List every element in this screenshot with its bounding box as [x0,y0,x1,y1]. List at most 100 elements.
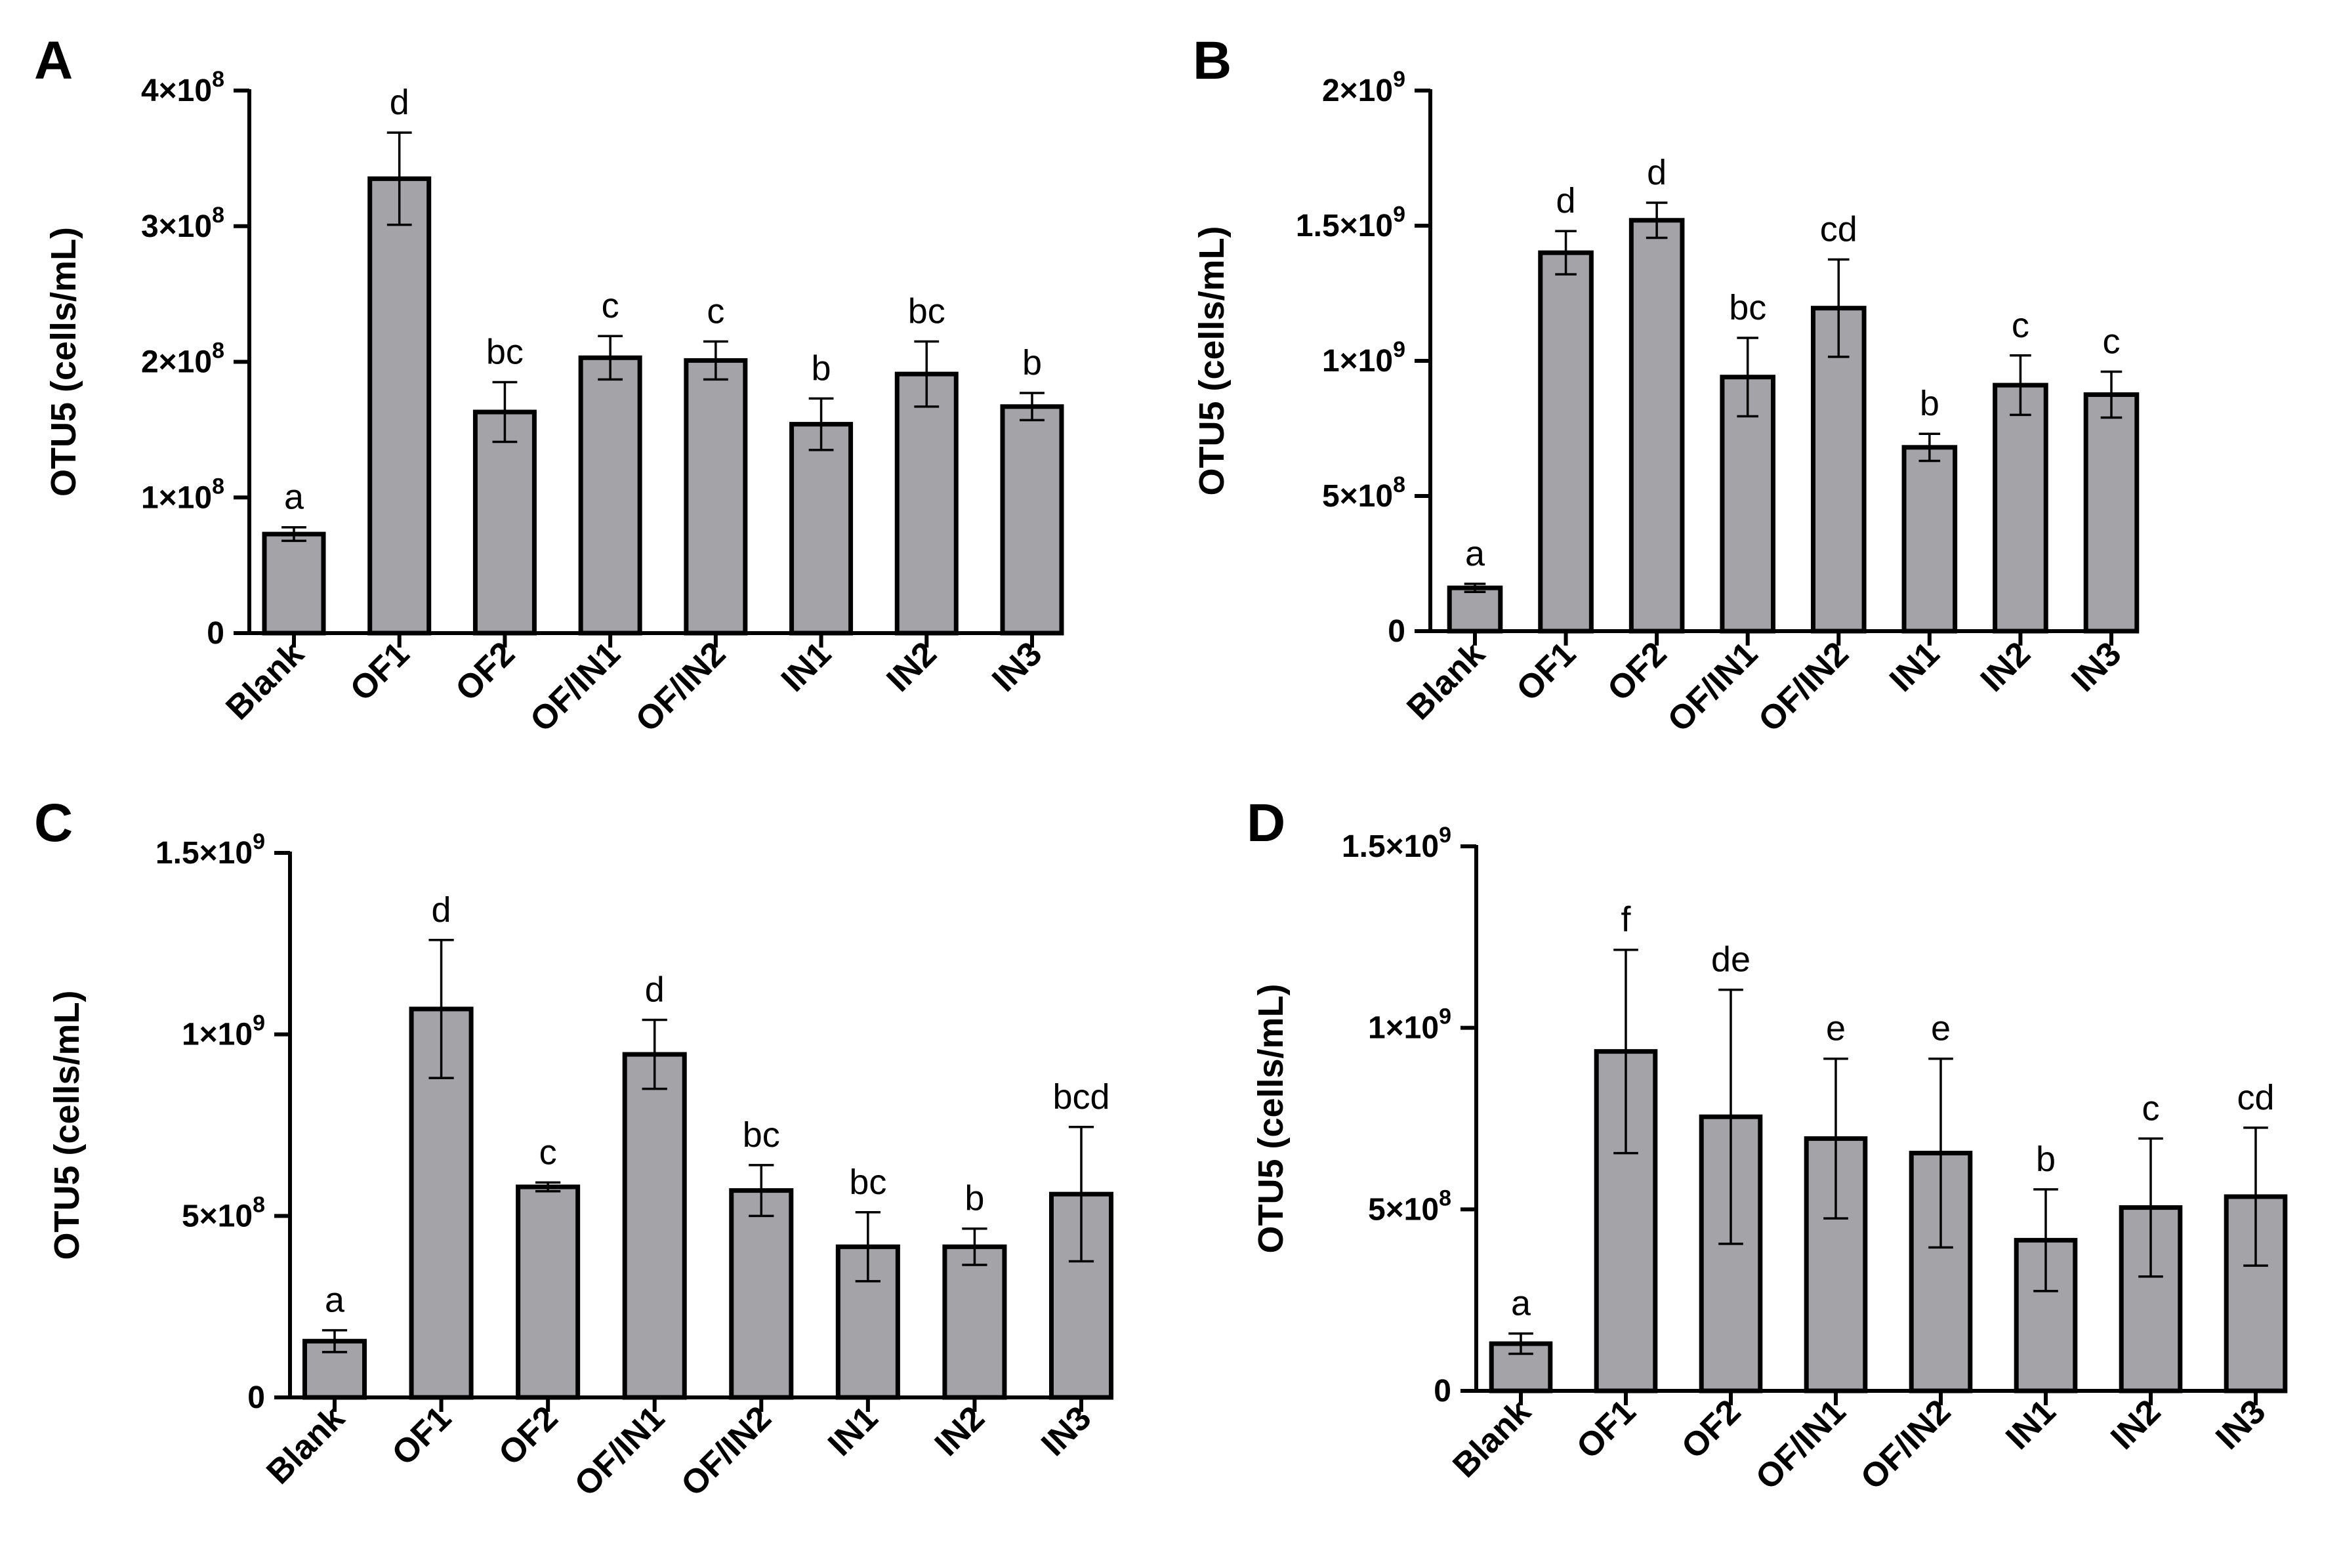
category-label: OF2 [1674,1392,1749,1466]
bar [578,355,642,636]
category-label: IN1 [774,634,839,699]
bar [367,176,432,636]
category-label: OF2 [1600,634,1674,709]
y-axis-label: OTU5 (cells/mL) [1192,226,1232,495]
significance-label: e [1826,1009,1846,1048]
significance-label: bcd [1052,1077,1109,1117]
category-label: IN2 [1974,634,2038,699]
significance-label: c [2142,1088,2160,1128]
bar [262,531,326,636]
panel-letter: C [34,793,73,853]
significance-label: bc [849,1163,886,1202]
bar [2083,392,2140,634]
chart-panel-d: D OTU5 (cells/mL) 0 5×108 1×109 1.5×109 a Blank… [1247,793,2288,1497]
y-tick-exponent: 9 [253,1011,265,1036]
panel-letter: D [1247,793,1285,853]
significance-label: c [2103,321,2121,361]
y-tick-label: 0 [207,616,224,651]
y-tick-label: 2×108 [141,339,224,380]
significance-label: c [2012,306,2029,345]
significance-label: b [1920,384,1939,423]
y-tick-label: 5×108 [1368,1186,1451,1227]
bar [894,371,959,636]
bar [1993,382,2048,634]
y-axis-label: OTU5 (cells/mL) [44,227,83,497]
significance-label: d [1556,181,1576,220]
y-tick-label: 1×109 [1368,1004,1451,1046]
significance-label: cd [2237,1078,2274,1117]
bar [1447,585,1503,634]
y-tick-exponent: 9 [1439,1004,1451,1029]
significance-label: d [390,83,409,122]
significance-label: d [645,970,665,1010]
bar [789,422,854,636]
bar [622,1052,687,1400]
significance-label: bc [1729,288,1766,327]
significance-label: a [284,478,304,517]
bar [1538,250,1594,634]
y-tick-exponent: 8 [253,1192,265,1217]
category-label: IN2 [2103,1392,2168,1456]
category-label: OF/IN1 [523,634,628,739]
y-tick-label: 4×108 [141,67,224,108]
bar [1901,445,1958,634]
y-tick-exponent: 9 [253,829,265,854]
y-tick-label: 1×108 [141,474,224,515]
y-tick-label: 1.5×109 [155,829,265,871]
significance-label: d [1647,153,1667,192]
category-label: Blank [1445,1392,1538,1485]
y-tick-label: 2×109 [1322,67,1405,108]
y-tick-label: 0 [1434,1374,1451,1409]
category-label: IN2 [928,1399,992,1463]
category-label: OF1 [1510,634,1584,709]
bar [302,1338,367,1400]
significance-label: b [1022,343,1042,382]
significance-label: bc [908,291,945,331]
y-axis-label: OTU5 (cells/mL) [1251,983,1291,1253]
category-label: IN1 [1882,634,1947,699]
y-tick-label: 5×108 [1322,472,1405,514]
significance-label: b [812,348,831,388]
bar [516,1184,581,1400]
panel-letter: B [1193,31,1232,91]
category-label: OF1 [343,634,417,709]
y-tick-exponent: 8 [1393,472,1405,497]
category-label: IN3 [2208,1392,2273,1456]
category-label: OF/IN1 [1749,1392,1854,1497]
significance-label: f [1621,900,1631,939]
category-label: OF/IN2 [1854,1392,1958,1497]
panel-letter: A [34,31,73,91]
category-label: IN1 [1999,1392,2063,1456]
significance-label: e [1931,1009,1951,1048]
significance-label: c [707,291,724,331]
category-label: Blank [1399,634,1492,727]
bar [684,358,748,636]
significance-label: bc [743,1115,780,1155]
significance-label: bc [486,333,524,372]
significance-label: a [325,1281,345,1320]
bar [1628,218,1685,634]
category-label: IN3 [985,634,1049,699]
y-tick-exponent: 9 [1393,337,1405,362]
y-tick-label: 1×109 [1322,337,1405,379]
significance-label: cd [1820,210,1857,249]
y-tick-exponent: 8 [212,203,224,228]
y-tick-exponent: 9 [1393,67,1405,92]
y-tick-label: 0 [1388,614,1405,649]
bar [729,1188,794,1400]
significance-label: c [539,1132,557,1172]
category-label: OF/IN2 [1751,634,1856,739]
chart-panel-c: C OTU5 (cells/mL) 0 5×108 1×109 1.5×109 a Blank… [34,793,1114,1504]
category-label: OF2 [491,1399,566,1473]
bar [1489,1341,1553,1393]
y-tick-exponent: 8 [1439,1186,1451,1210]
significance-label: b [2036,1140,2056,1179]
category-label: IN3 [1034,1399,1098,1463]
bar [1720,375,1776,634]
significance-label: de [1711,940,1751,980]
bar [1000,404,1064,636]
category-label: IN2 [880,634,944,699]
chart-panel-b: B OTU5 (cells/mL) 0 5×108 1×109 1.5×109 2×109 a… [1192,31,2140,739]
category-label: IN3 [2064,634,2128,699]
